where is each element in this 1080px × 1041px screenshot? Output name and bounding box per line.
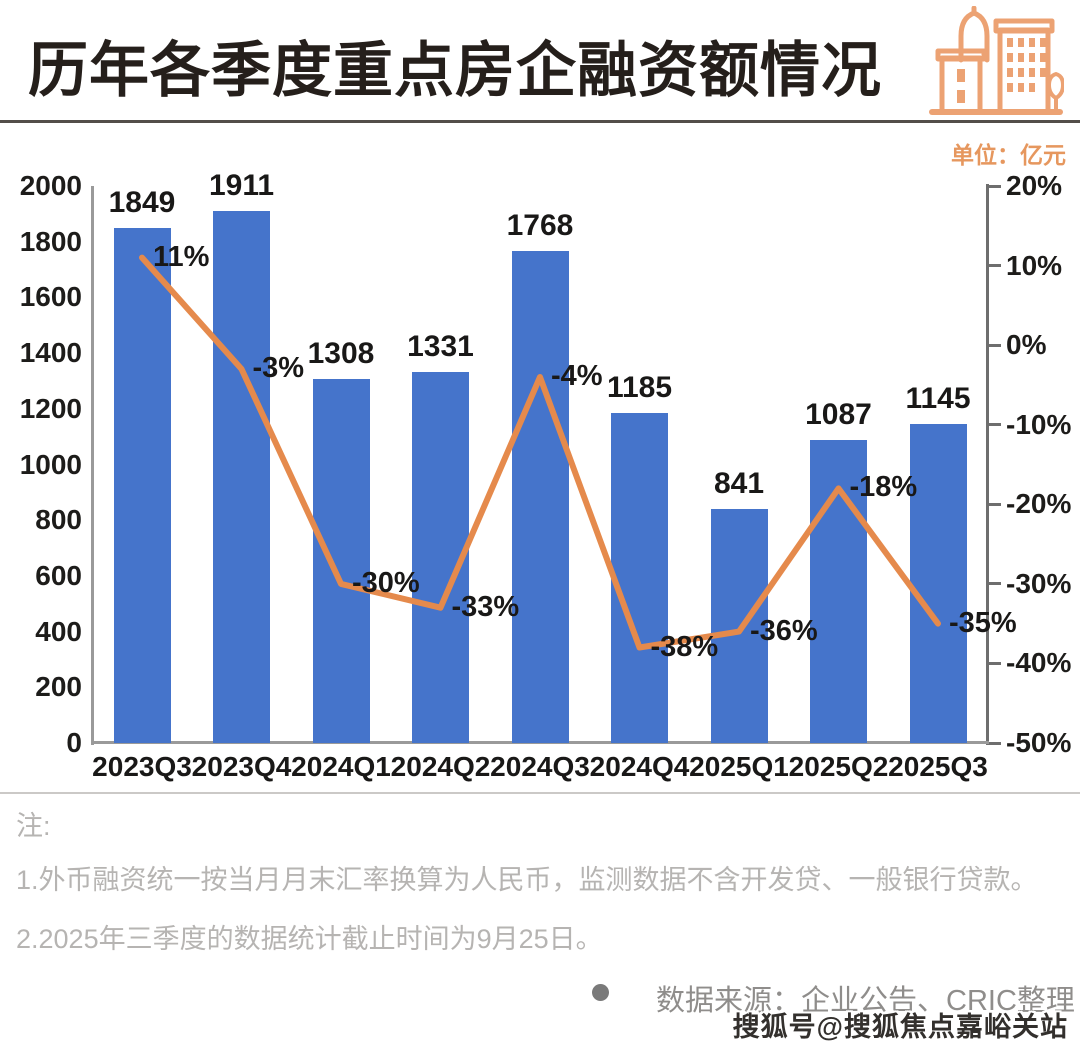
note-line-1: 1.外币融资统一按当月月末汇率换算为人民币，监测数据不含开发贷、一般银行贷款。	[16, 865, 1038, 895]
y-axis-right-tick-label: -30%	[1006, 567, 1072, 599]
line-point-label: -36%	[750, 614, 818, 647]
line-point-label: 11%	[153, 240, 210, 273]
bar-2025Q3	[909, 424, 967, 743]
watermark: 搜狐号@搜狐焦点嘉峪关站	[732, 1012, 1068, 1041]
bar-2025Q1	[710, 508, 768, 743]
x-axis-label: 2023Q3	[92, 751, 192, 782]
x-axis-label: 2024Q4	[589, 751, 690, 782]
bar-value-label: 1911	[208, 168, 275, 202]
y-axis-left-tick-label: 0	[66, 727, 82, 758]
y-axis-left-tick-label: 200	[35, 671, 82, 703]
buildings-icon	[929, 6, 1064, 115]
bar-2024Q3	[511, 250, 569, 743]
x-axis-label: 2024Q1	[291, 751, 391, 782]
y-axis-left-tick-label: 1800	[19, 225, 82, 257]
y-axis-right-tick-label: -40%	[1006, 647, 1072, 679]
note-line-2: 2.2025年三季度的数据统计截止时间为9月25日。	[16, 924, 603, 954]
y-axis-left-tick-label: 600	[35, 559, 82, 591]
bar-2024Q4	[611, 412, 668, 743]
growth-rate-line	[139, 254, 941, 651]
y-axis-left-tick-label: 1200	[19, 392, 82, 424]
line-point-label: -4%	[551, 359, 603, 392]
bar-2024Q1	[312, 378, 370, 743]
line-point-label: -3%	[252, 352, 305, 384]
bar-value-label: 841	[713, 466, 765, 500]
source-bullet-icon	[592, 984, 609, 1001]
title-divider	[0, 120, 1080, 123]
x-axis-label: 2025Q1	[689, 751, 789, 782]
bar-value-label: 1331	[407, 330, 474, 364]
bar-value-label: 1185	[606, 370, 673, 404]
y-axis-left-tick-label: 1000	[19, 448, 82, 480]
y-axis-left-tick-label: 1400	[19, 337, 82, 369]
line-point-label: -33%	[451, 590, 520, 623]
y-axis-right-tick-label: 10%	[1006, 249, 1063, 281]
y-axis-left-tick-label: 800	[35, 504, 82, 536]
y-axis-right-tick-label: 20%	[1006, 170, 1063, 201]
x-axis-label: 2025Q3	[888, 751, 988, 782]
bar-value-label: 1308	[307, 336, 375, 370]
y-axis-right-line	[986, 184, 989, 745]
x-axis-label: 2024Q3	[490, 751, 590, 782]
y-axis-right-tick-mark	[989, 741, 1001, 745]
y-axis-right-tick-label: -10%	[1006, 408, 1072, 440]
y-axis-right-tick-mark	[989, 264, 1001, 268]
y-axis-right-tick-mark	[989, 582, 1001, 586]
y-axis-left-line	[91, 186, 94, 745]
y-axis-left-tick-label: 1600	[19, 281, 82, 313]
y-axis-right-tick-mark	[989, 184, 1001, 188]
y-axis-left-tick-label: 2000	[19, 170, 82, 201]
y-axis-right-tick-mark	[989, 502, 1001, 506]
y-axis-right-tick-label: 0%	[1006, 329, 1047, 361]
x-axis-label: 2025Q2	[788, 751, 889, 782]
note-label: 注:	[16, 811, 51, 841]
y-axis-right-tick-mark	[989, 661, 1001, 665]
bar-value-label: 1768	[506, 208, 574, 242]
line-point-label: -30%	[352, 566, 420, 599]
y-axis-right-tick-mark	[989, 343, 1001, 347]
y-axis-right-tick-mark	[989, 423, 1001, 427]
y-axis-right-tick-label: -50%	[1006, 727, 1072, 758]
x-axis-label: 2023Q4	[191, 751, 292, 782]
bar-2023Q4	[213, 210, 270, 743]
bar-2023Q3	[113, 228, 171, 743]
x-axis-label: 2024Q2	[390, 751, 491, 782]
y-axis-right-tick-label: -20%	[1006, 488, 1072, 520]
page-title: 历年各季度重点房企融资额情况	[28, 37, 882, 104]
notes-divider	[0, 792, 1080, 794]
bar-value-label: 1145	[905, 382, 971, 416]
bar-line-chart: 2000 1800 1600 1400 1200 1000 800 600 400 200 0 20%…	[19, 168, 1072, 782]
line-point-label: -38%	[650, 630, 719, 663]
y-axis-left-tick-label: 400	[35, 615, 82, 647]
data-source: 数据来源：企业公告、CRIC整理	[656, 985, 1075, 1017]
bar-value-label: 1087	[805, 398, 872, 432]
unit-label: 单位：亿元	[951, 142, 1066, 168]
line-point-label: -35%	[949, 606, 1017, 639]
line-point-label: -18%	[849, 471, 918, 504]
bar-value-label: 1849	[108, 186, 176, 220]
